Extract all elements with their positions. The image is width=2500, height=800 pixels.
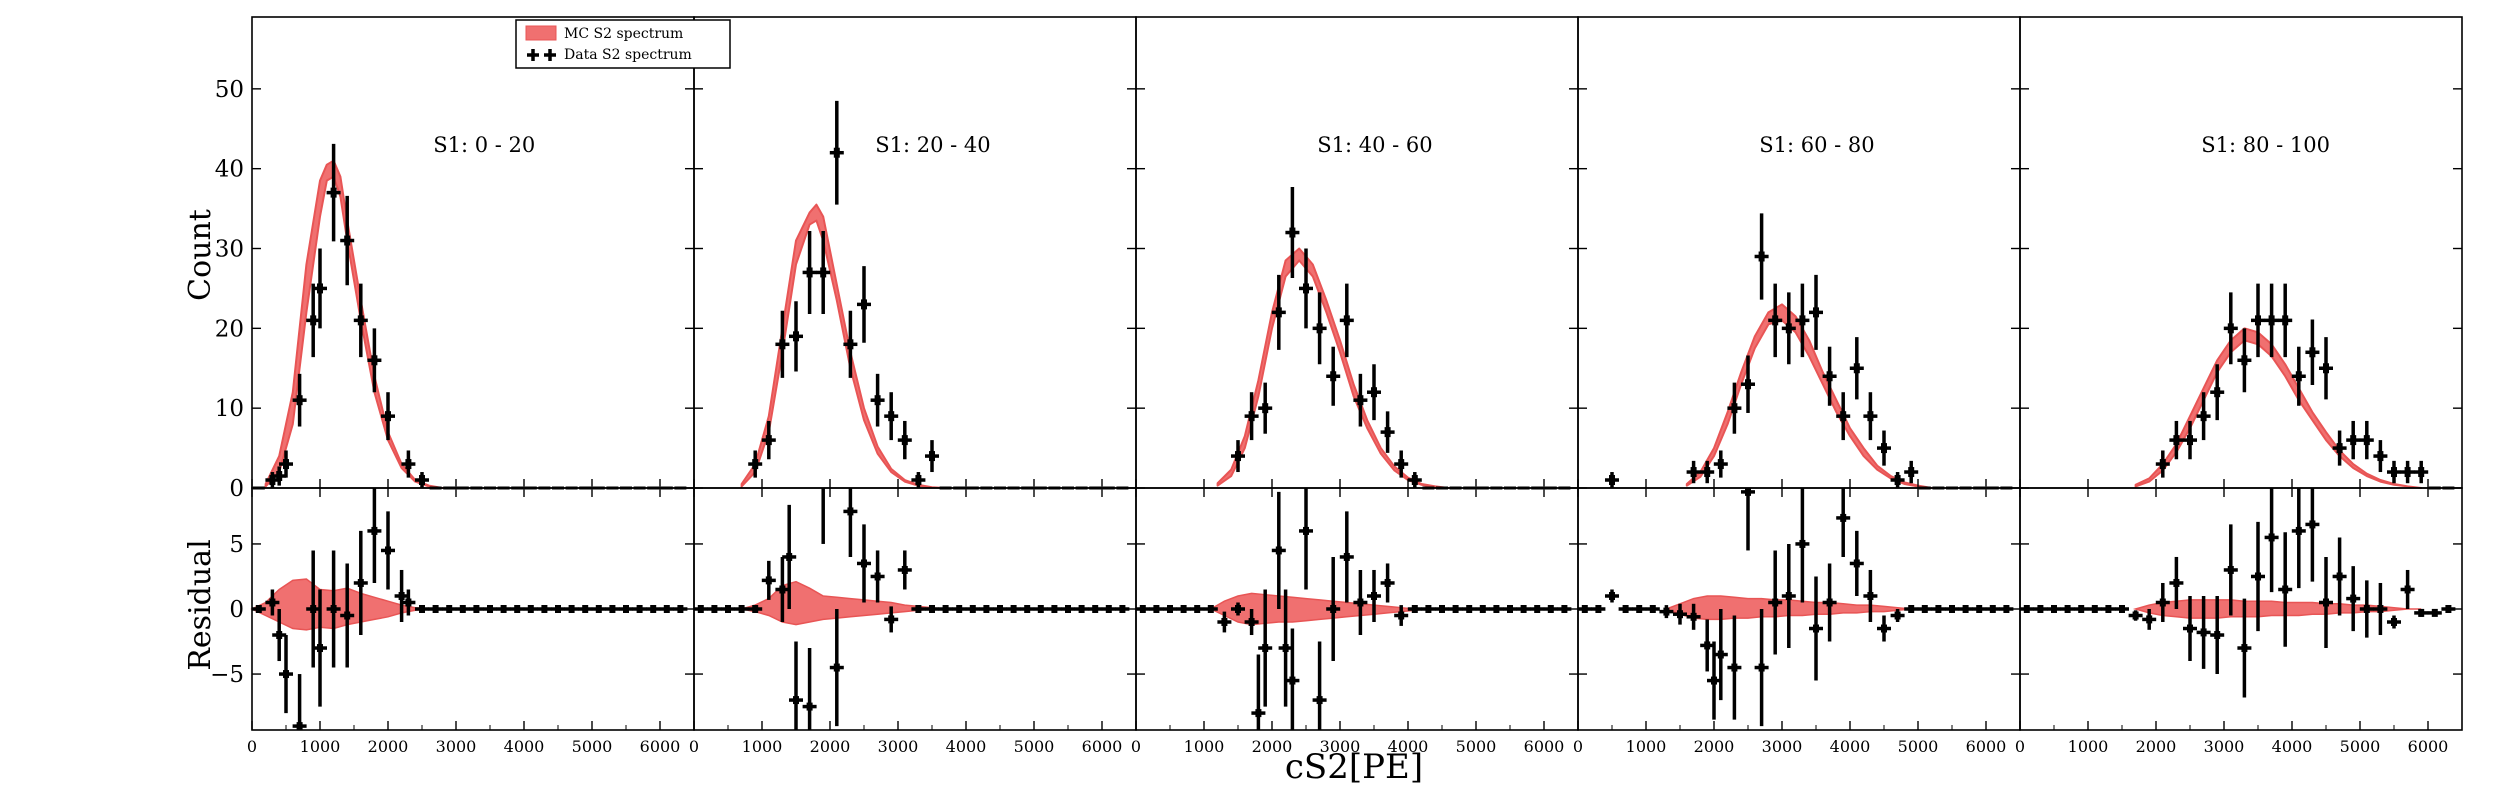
y-tick-label: 20	[215, 316, 244, 342]
panel-frame-top	[693, 16, 1137, 489]
legend-mc-label: MC S2 spectrum	[564, 26, 683, 42]
x-axis-label: cS2[PE]	[1285, 747, 1423, 787]
x-tick-label: 1000	[2068, 737, 2109, 756]
x-tick-label: 3000	[1762, 737, 1803, 756]
panel-3: S1: 40 - 60 0 1000 2000 3000 4000 5000 6000	[1131, 16, 1579, 756]
panel-title: S1: 0 - 20	[433, 133, 535, 157]
legend-mc-swatch	[525, 25, 557, 41]
x-tick-label: 5000	[1014, 737, 1055, 756]
x-tick-label: 6000	[2408, 737, 2449, 756]
residual-y-tick-label: 0	[229, 597, 244, 623]
panel-2: S1: 20 - 40 0 1000 2000 3000 4000 5000 6000	[689, 16, 1137, 756]
mc-band-residual	[741, 580, 960, 626]
panel-frame-top	[2019, 16, 2463, 489]
panel-title: S1: 40 - 60	[1317, 133, 1432, 157]
x-tick-label: 4000	[1388, 737, 1429, 756]
x-tick-label: 4000	[1830, 737, 1871, 756]
x-tick-label: 4000	[946, 737, 987, 756]
y-tick-label: 50	[215, 77, 244, 103]
x-tick-label: 6000	[640, 737, 681, 756]
x-tick-label: 2000	[1694, 737, 1735, 756]
x-tick-label: 3000	[436, 737, 477, 756]
x-tick-label: 0	[247, 737, 257, 756]
panel-frame-top	[1577, 16, 2021, 489]
x-tick-label: 1000	[1184, 737, 1225, 756]
x-tick-label: 2000	[2136, 737, 2177, 756]
x-tick-label: 5000	[2340, 737, 2381, 756]
x-tick-label: 3000	[2204, 737, 2245, 756]
y-tick-label: 30	[215, 237, 244, 263]
mc-band-top	[740, 203, 947, 489]
x-tick-label: 0	[1573, 737, 1583, 756]
panel-frame-top	[1135, 16, 1579, 489]
residual-y-tick-label: 5	[229, 532, 244, 558]
x-tick-label: 6000	[1966, 737, 2007, 756]
panel-group: S1: 0 - 200 1000 2000 3000 4000 5000 600001020…	[210, 16, 2463, 756]
panel-title: S1: 20 - 40	[875, 133, 990, 157]
x-tick-label: 2000	[368, 737, 409, 756]
x-tick-label: 5000	[1898, 737, 1939, 756]
mc-band-residual	[1664, 595, 1925, 621]
x-tick-label: 2000	[810, 737, 851, 756]
x-tick-label: 1000	[300, 737, 341, 756]
x-tick-label: 5000	[572, 737, 613, 756]
y-tick-label: 40	[215, 157, 244, 183]
x-tick-label: 4000	[2272, 737, 2313, 756]
legend-data-label: Data S2 spectrum	[564, 47, 692, 63]
y-tick-label: 10	[215, 396, 244, 422]
x-tick-label: 0	[689, 737, 699, 756]
x-tick-label: 3000	[878, 737, 919, 756]
legend: MC S2 spectrum Data S2 spectrum	[515, 19, 731, 69]
x-tick-label: 6000	[1524, 737, 1565, 756]
panel-title: S1: 80 - 100	[2201, 133, 2330, 157]
x-tick-label: 1000	[742, 737, 783, 756]
panel-5: S1: 80 - 100 0 1000 2000 3000 4000 5000 6000	[2015, 16, 2463, 756]
x-tick-label: 0	[2015, 737, 2025, 756]
x-tick-label: 4000	[504, 737, 545, 756]
x-tick-label: 1000	[1626, 737, 1667, 756]
x-tick-label: 5000	[1456, 737, 1497, 756]
panel-title: S1: 60 - 80	[1759, 133, 1874, 157]
x-tick-label: 6000	[1082, 737, 1123, 756]
x-tick-label: 3000	[1320, 737, 1361, 756]
panel-1: S1: 0 - 20 0 1000 2000 3000 4000 5000 6000 0 10 20…	[210, 16, 695, 756]
legend-data-marker	[527, 49, 556, 61]
x-tick-label: 2000	[1252, 737, 1293, 756]
panel-4: S1: 60 - 80 0 1000 2000 3000 4000 5000 6000	[1573, 16, 2021, 756]
x-tick-label: 0	[1131, 737, 1141, 756]
mc-band-top	[2134, 327, 2423, 489]
y-axis-label-count: Count	[183, 209, 218, 301]
residual-y-tick-label: −5	[210, 662, 244, 688]
y-axis-label-residual: Residual	[183, 539, 218, 670]
y-tick-label: 0	[229, 476, 244, 502]
